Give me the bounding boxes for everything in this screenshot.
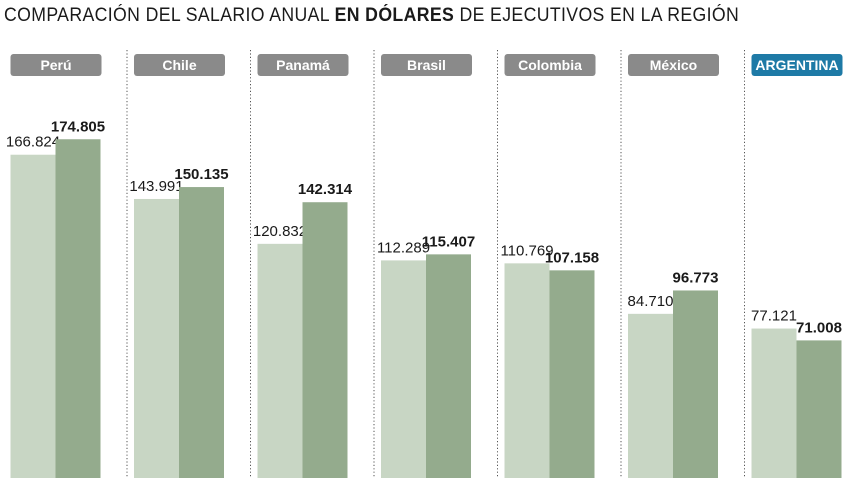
chart-title: COMPARACIÓN DEL SALARIO ANUAL EN DÓLARES… (4, 4, 791, 28)
data-label-colombia-s1: 110.769 (500, 242, 553, 259)
bar-peru-s2 (55, 139, 101, 478)
category-label-peru: Perú (40, 57, 71, 73)
category-label-argentina: ARGENTINA (755, 57, 838, 73)
bar-brasil-s2 (426, 254, 471, 478)
category-label-bg-argentina (751, 54, 843, 76)
title-bold: EN DÓLARES (334, 5, 455, 26)
bar-argentina-s1 (751, 328, 797, 478)
category-label-bg-colombia (504, 54, 596, 76)
category-label-mexico: México (650, 57, 697, 73)
data-label-peru-s1: 166.824 (6, 134, 60, 151)
title-regular-start: COMPARACIÓN DEL SALARIO ANUAL (4, 5, 335, 26)
category-label-brasil: Brasil (407, 57, 446, 73)
data-label-chile-s1: 143.991 (129, 178, 183, 195)
bar-chile-s2 (179, 187, 224, 478)
category-label-bg-brasil (381, 54, 472, 76)
data-label-mexico-s1: 84.710 (628, 293, 674, 310)
bar-panama-s2 (302, 202, 348, 478)
category-label-colombia: Colombia (518, 57, 582, 73)
data-label-brasil-s2: 115.407 (422, 233, 475, 250)
bar-brasil-s1 (381, 260, 426, 478)
category-label-bg-panama (257, 54, 349, 76)
data-label-argentina-s2: 71.008 (796, 319, 842, 336)
bar-colombia-s1 (504, 263, 550, 478)
category-label-bg-chile (134, 54, 225, 76)
title-regular-end: DE EJECUTIVOS EN LA REGIÓN (454, 5, 740, 26)
bar-chile-s1 (134, 198, 179, 478)
category-label-bg-mexico (628, 54, 719, 76)
bar-argentina-s2 (796, 340, 842, 478)
data-label-panama-s1: 120.832 (253, 223, 307, 240)
bar-peru-s1 (10, 154, 56, 478)
data-label-argentina-s1: 77.121 (751, 308, 797, 325)
data-label-panama-s2: 142.314 (298, 181, 353, 198)
category-label-bg-peru (10, 54, 102, 76)
bar-mexico-s2 (673, 290, 718, 478)
data-label-peru-s2: 174.805 (51, 118, 105, 135)
data-label-brasil-s1: 112.289 (377, 239, 430, 256)
data-label-colombia-s2: 107.158 (545, 249, 599, 266)
bar-mexico-s1 (628, 313, 673, 478)
category-label-panama: Panamá (276, 57, 330, 73)
bar-colombia-s2 (549, 270, 595, 478)
category-label-chile: Chile (162, 57, 196, 73)
data-label-chile-s2: 150.135 (174, 166, 228, 183)
data-label-mexico-s2: 96.773 (673, 269, 719, 286)
bar-panama-s1 (257, 243, 303, 478)
